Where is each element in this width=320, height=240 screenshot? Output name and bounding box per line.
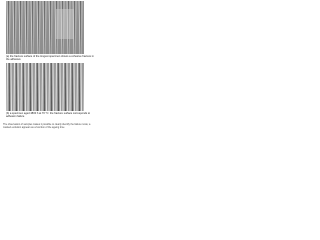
page: (a) the fracture surface of the longest … [0, 0, 100, 133]
caption-b: (b) a specimen aged 4800 h at 70 °C: the… [6, 112, 91, 118]
micrograph-b [6, 63, 84, 111]
body-text: The observation of samples makes it poss… [3, 123, 91, 129]
caption-a: (a) the fracture surface of the longest … [6, 55, 94, 61]
micrograph-a [6, 1, 84, 54]
